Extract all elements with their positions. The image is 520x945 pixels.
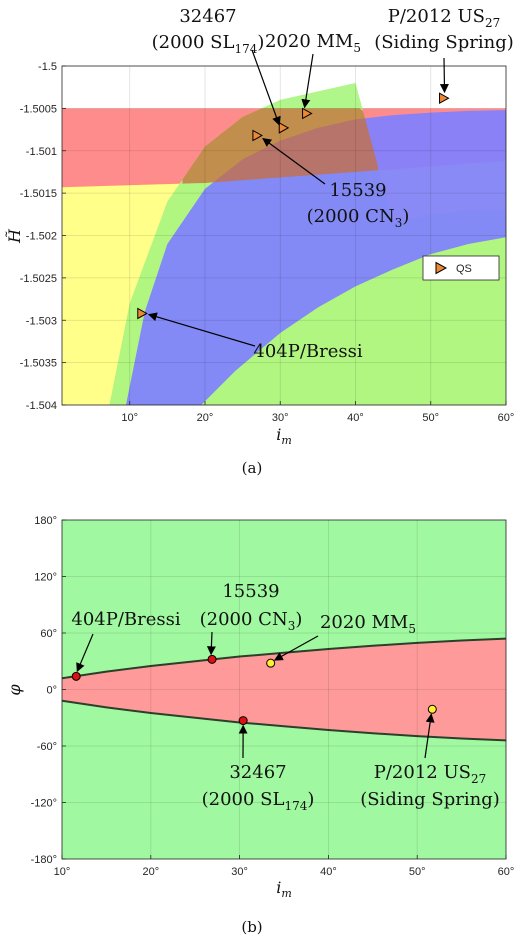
annotation-32467: 32467 (2000 SL174)	[202, 762, 315, 813]
y-tick-label: 180°	[34, 515, 57, 527]
x-tick-label: 20°	[197, 412, 214, 424]
qs-marker	[439, 92, 450, 105]
x-tick-label: 50°	[409, 866, 426, 878]
x-tick-label: 10°	[54, 866, 71, 878]
y-tick-label: -1.501	[26, 146, 57, 158]
annotation-15539: 15539 (2000 CN3)	[307, 180, 410, 230]
y-axis-label-a: H̃	[5, 228, 24, 244]
annotations-a: 32467 (2000 SL174) 2020 MM5 P/2012 US27 (Sid…	[147, 6, 514, 362]
annotation-404p-bressi: 404P/Bressi	[253, 341, 362, 362]
annotation-32467: 32467 (2000 SL174)	[152, 6, 265, 56]
annotation-arrow	[262, 137, 326, 185]
chart-panel-a: 10° 20° 30° 40° 50° 60° -1.5 -1.5005 -1.501 -1.50…	[5, 6, 514, 477]
annotation-2020-mm5: 2020 MM5	[320, 612, 416, 636]
y-axis-label-b: φ	[5, 684, 24, 696]
annotation-p-2012-us27: P/2012 US27 (Siding Spring)	[374, 6, 514, 53]
point-marker	[207, 654, 217, 664]
point-marker	[266, 658, 276, 668]
legend-a: QS	[422, 255, 500, 281]
annotation-arrow	[251, 49, 281, 126]
annotation-p-2012-us27: P/2012 US27 (Siding Spring)	[360, 762, 500, 810]
y-tick-label: -60°	[37, 741, 57, 753]
caption-b: (b)	[241, 918, 262, 936]
regions-a	[62, 82, 506, 405]
y-tick-label: -120°	[31, 798, 57, 810]
point-marker	[427, 704, 437, 714]
x-tick-label: 60°	[498, 866, 515, 878]
region-blue	[125, 110, 506, 405]
point-marker	[238, 716, 248, 726]
y-tick-label: -1.5	[38, 61, 57, 73]
legend-triangle-icon	[435, 261, 448, 275]
ticks-b: 10° 20° 30° 40° 50° 60° -180° -120° -60° 0° 60° 120…	[31, 515, 515, 878]
annotation-arrow	[439, 57, 449, 94]
annotation-arrow	[76, 633, 94, 673]
qs-marker	[302, 107, 313, 120]
points-b	[71, 654, 437, 726]
x-tick-label: 40°	[320, 866, 337, 878]
annotation-arrow	[273, 635, 319, 661]
ticks-a: 10° 20° 30° 40° 50° 60° -1.5 -1.5005 -1.501 -1.50…	[20, 61, 515, 424]
y-tick-label: -1.5015	[20, 188, 57, 200]
qs-points-a	[137, 92, 450, 320]
y-tick-label: 60°	[40, 628, 57, 640]
x-tick-label: 60°	[498, 412, 515, 424]
caption-a: (a)	[242, 459, 263, 477]
y-tick-label: -1.503	[26, 315, 57, 327]
y-tick-label: 120°	[34, 572, 57, 584]
x-tick-label: 40°	[347, 412, 364, 424]
boundary-upper	[62, 637, 506, 680]
annotation-arrow	[301, 53, 314, 109]
y-tick-label: -1.504	[26, 400, 57, 412]
point-marker	[71, 671, 81, 681]
region-overlap	[182, 108, 379, 184]
x-tick-label: 50°	[422, 412, 439, 424]
annotation-15539: 15539 (2000 CN3)	[200, 581, 303, 633]
y-tick-label: -1.502	[26, 231, 57, 243]
x-axis-label-a: im	[276, 425, 292, 447]
x-tick-label: 30°	[272, 412, 289, 424]
y-tick-label: -180°	[31, 854, 57, 866]
y-tick-label: -1.5005	[20, 103, 57, 115]
y-tick-label: 0°	[46, 685, 57, 697]
annotations-b: 15539 (2000 CN3) 404P/Bressi 2020 MM5 32467(…	[71, 581, 499, 813]
annotation-arrow	[147, 312, 256, 347]
x-tick-label: 30°	[231, 866, 248, 878]
annotation-arrow	[424, 713, 435, 759]
y-tick-label: -1.5035	[20, 358, 57, 370]
annotation-arrow	[206, 631, 216, 656]
chart-panel-b: 10° 20° 30° 40° 50° 60° -180° -120° -60° 0° 60° 120…	[5, 515, 514, 936]
x-axis-label-b: im	[276, 878, 292, 900]
x-tick-label: 20°	[142, 866, 159, 878]
y-tick-label: -1.5025	[20, 273, 57, 285]
qs-marker	[252, 129, 263, 142]
legend-label-qs: QS	[456, 263, 472, 275]
annotation-2020-mm5: 2020 MM5	[265, 31, 361, 55]
band-b	[62, 637, 506, 742]
x-tick-label: 10°	[121, 412, 138, 424]
boundary-lower	[62, 699, 506, 742]
qs-marker	[137, 307, 148, 320]
annotation-404p-bressi: 404P/Bressi	[71, 609, 180, 630]
qs-marker	[278, 122, 290, 134]
